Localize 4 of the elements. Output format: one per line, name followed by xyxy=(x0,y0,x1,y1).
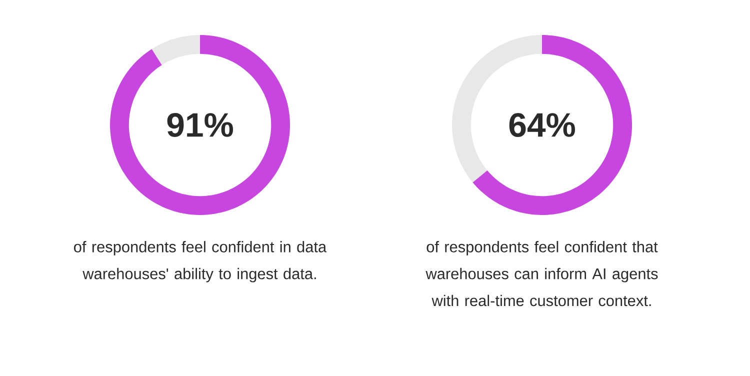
text: of respondents feel confident that warehouses can inform AI agents with real-time customer context. xyxy=(426,241,658,306)
text: of respondents feel confident in data warehouses' ability to ingest data. xyxy=(74,241,327,282)
data-label: 64% xyxy=(509,113,576,137)
data-label: 91% xyxy=(167,113,234,137)
